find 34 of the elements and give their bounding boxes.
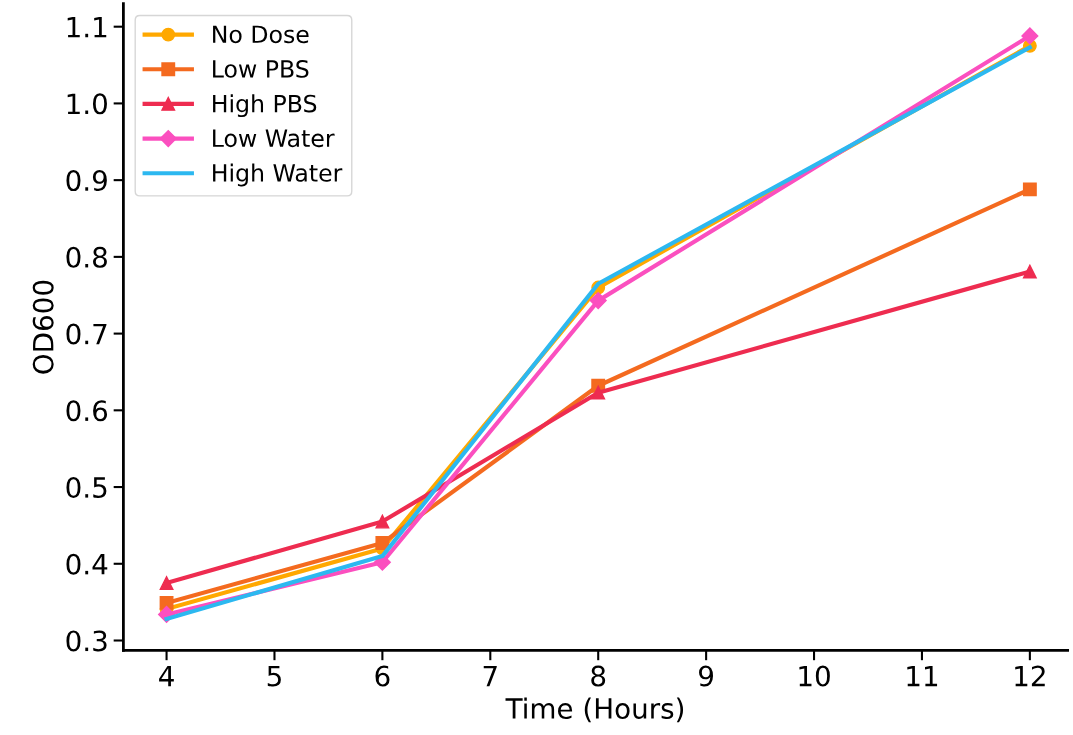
y-tick-label: 0.8 — [66, 246, 107, 268]
x-tick-label: 7 — [483, 665, 497, 687]
y-tick-label: 0.5 — [66, 476, 107, 498]
point — [1022, 264, 1037, 279]
x-tick-label: 5 — [267, 665, 281, 687]
legend-label: Low Water — [213, 129, 335, 148]
point — [159, 576, 174, 590]
y-tick-label: 0.7 — [66, 323, 107, 345]
y-axis-title: OD600 — [32, 280, 54, 374]
x-tick-label: 6 — [375, 665, 390, 687]
x-tick-label: 9 — [699, 665, 714, 687]
x-tick-label: 4 — [159, 665, 174, 687]
y-tick-label: 0.4 — [66, 553, 108, 575]
y-tick-label: 0.9 — [66, 170, 107, 192]
point — [1021, 27, 1039, 45]
point — [159, 595, 174, 610]
point — [375, 514, 390, 529]
y-tick-label: 0.3 — [66, 630, 107, 652]
y-tick-label: 0.6 — [66, 400, 108, 422]
y-tick-label: 1.1 — [67, 16, 107, 38]
legend-label: No Dose — [213, 25, 309, 44]
legend-label: Low PBS — [213, 60, 309, 78]
point — [589, 292, 607, 310]
point — [375, 536, 390, 551]
x-tick-label: 11 — [907, 665, 938, 687]
x-tick-label: 12 — [1015, 665, 1045, 687]
legend-label: High PBS — [213, 94, 317, 118]
x-axis-title: Time (Hours) — [505, 697, 684, 723]
x-tick-label: 8 — [591, 665, 606, 687]
legend-label: High Water — [213, 163, 343, 187]
y-tick-label: 1.0 — [67, 93, 107, 115]
point — [1022, 182, 1037, 197]
point — [591, 385, 606, 400]
x-tick-label: 10 — [799, 665, 830, 687]
